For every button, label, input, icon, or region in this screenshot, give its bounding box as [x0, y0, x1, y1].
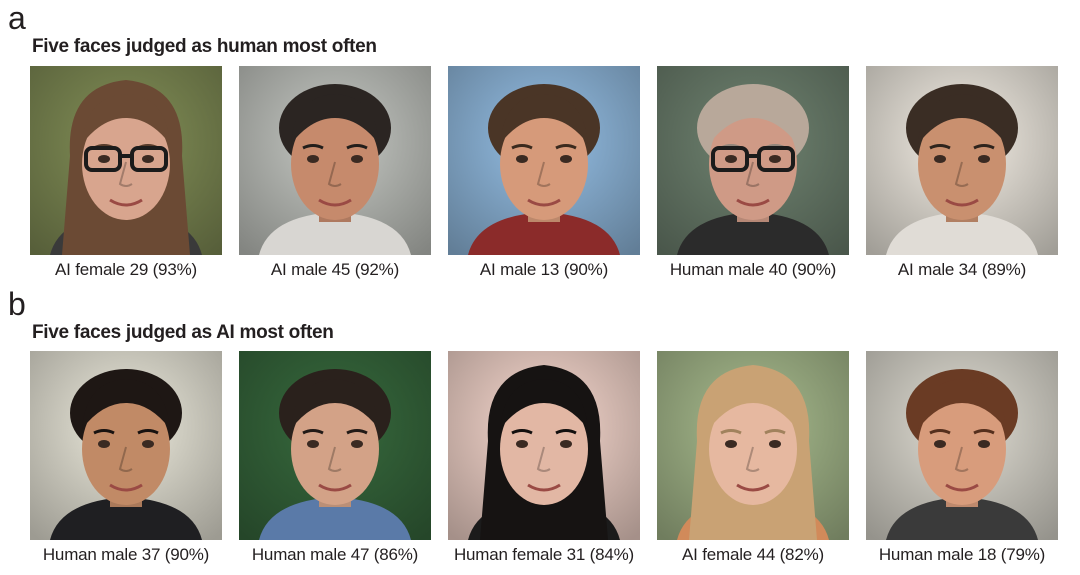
face-older-male-glasses-icon	[657, 66, 849, 255]
face-caption: Human male 37 (90%)	[42, 545, 210, 564]
face-caption: AI female 44 (82%)	[682, 545, 824, 564]
face-male-icon	[448, 66, 640, 255]
face-caption: AI male 45 (92%)	[270, 260, 400, 279]
face-male-icon	[866, 66, 1058, 255]
face-caption: Human male 47 (86%)	[251, 545, 419, 564]
face-caption: AI female 29 (93%)	[55, 260, 197, 279]
face-male-beard-icon	[239, 351, 431, 540]
face-caption: AI male 34 (89%)	[897, 260, 1027, 279]
face-female-icon	[657, 351, 849, 540]
face-male-icon	[239, 66, 431, 255]
face-male-smiling-icon	[866, 351, 1058, 540]
panel-b-letter: b	[8, 286, 26, 322]
face-female-glasses-icon	[30, 66, 222, 255]
panel-a-letter: a	[8, 0, 26, 36]
face-card: AI male 13 (90%)	[448, 66, 640, 286]
face-row-ai: Human male 37 (90%) Human male 47 (86%)	[0, 351, 1080, 571]
face-female-icon	[448, 351, 640, 540]
face-card: AI male 34 (89%)	[866, 66, 1058, 286]
panel-a-title: Five faces judged as human most often	[32, 36, 377, 57]
face-caption: Human male 40 (90%)	[669, 260, 837, 279]
face-caption: Human male 18 (79%)	[878, 545, 1046, 564]
panel-b-title: Five faces judged as AI most often	[32, 322, 334, 343]
face-row-human: AI female 29 (93%) AI male 45 (92%)	[0, 66, 1080, 286]
face-card: AI female 44 (82%)	[657, 351, 849, 571]
face-male-icon	[30, 351, 222, 540]
face-card: AI female 29 (93%)	[30, 66, 222, 286]
face-card: Human female 31 (84%)	[448, 351, 640, 571]
face-card: Human male 37 (90%)	[30, 351, 222, 571]
face-card: Human male 40 (90%)	[657, 66, 849, 286]
face-card: Human male 47 (86%)	[239, 351, 431, 571]
face-card: AI male 45 (92%)	[239, 66, 431, 286]
face-caption: AI male 13 (90%)	[479, 260, 609, 279]
face-caption: Human female 31 (84%)	[453, 545, 635, 564]
face-card: Human male 18 (79%)	[866, 351, 1058, 571]
